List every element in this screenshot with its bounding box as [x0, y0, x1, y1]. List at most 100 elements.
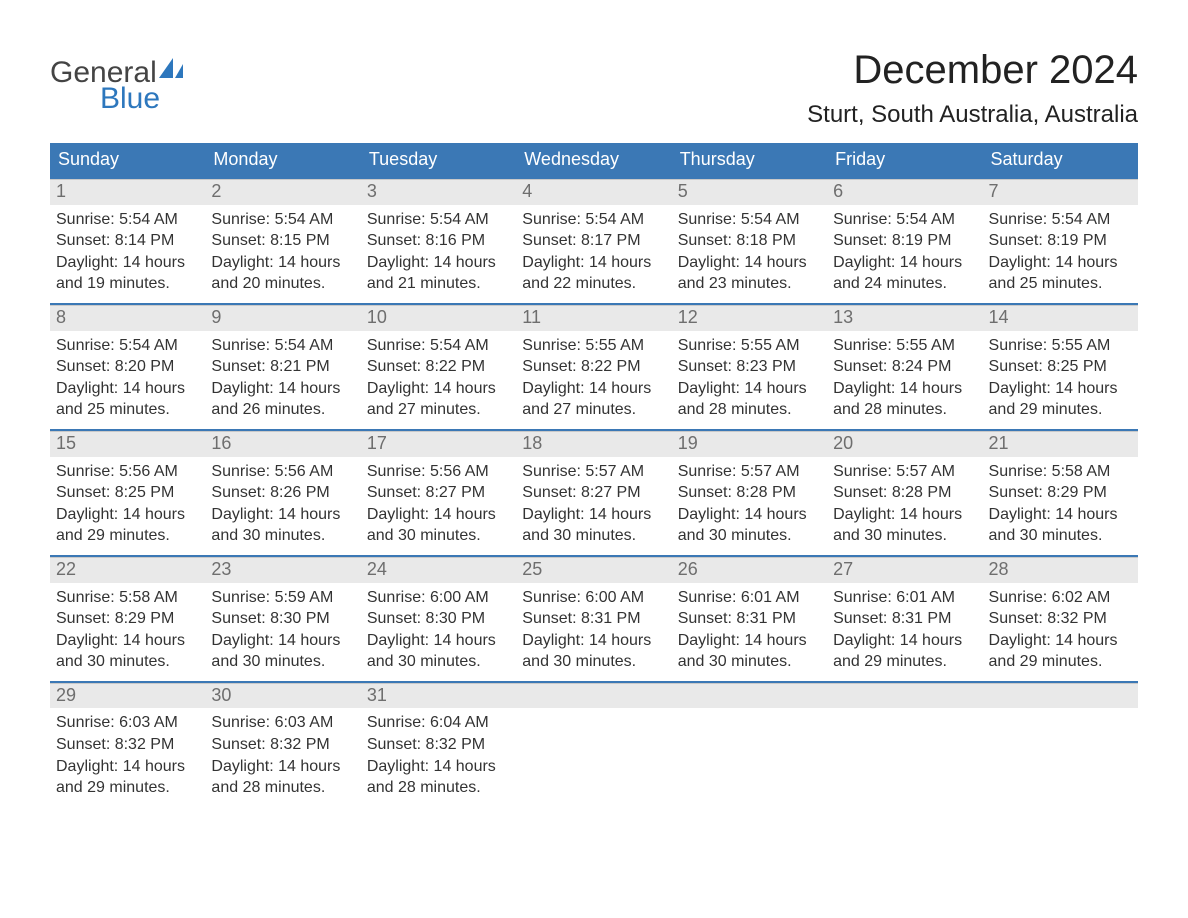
calendar-grid: SundayMondayTuesdayWednesdayThursdayFrid…	[50, 143, 1138, 799]
location-subtitle: Sturt, South Australia, Australia	[807, 101, 1138, 129]
sunset-text: Sunset: 8:16 PM	[367, 230, 516, 252]
day-cell: 19Sunrise: 5:57 AMSunset: 8:28 PMDayligh…	[672, 431, 827, 547]
day-number	[983, 683, 1138, 709]
daylight-text-1: Daylight: 14 hours	[56, 756, 205, 778]
daylight-text-2: and 30 minutes.	[56, 651, 205, 673]
sunset-text: Sunset: 8:25 PM	[56, 482, 205, 504]
daylight-text-1: Daylight: 14 hours	[833, 630, 982, 652]
empty-day-cell	[827, 683, 982, 799]
daylight-text-2: and 30 minutes.	[678, 651, 827, 673]
daylight-text-2: and 24 minutes.	[833, 273, 982, 295]
sunrise-text: Sunrise: 6:00 AM	[367, 587, 516, 609]
daylight-text-2: and 30 minutes.	[678, 525, 827, 547]
sunrise-text: Sunrise: 6:01 AM	[678, 587, 827, 609]
day-number: 9	[205, 305, 360, 331]
day-number: 20	[827, 431, 982, 457]
daylight-text-1: Daylight: 14 hours	[211, 378, 360, 400]
day-details: Sunrise: 5:54 AMSunset: 8:22 PMDaylight:…	[361, 331, 516, 421]
page-header: General Blue December 2024 Sturt, South …	[50, 48, 1138, 129]
sunset-text: Sunset: 8:32 PM	[211, 734, 360, 756]
sunset-text: Sunset: 8:22 PM	[367, 356, 516, 378]
day-details: Sunrise: 5:54 AMSunset: 8:15 PMDaylight:…	[205, 205, 360, 295]
day-details: Sunrise: 5:54 AMSunset: 8:20 PMDaylight:…	[50, 331, 205, 421]
daylight-text-1: Daylight: 14 hours	[211, 252, 360, 274]
daylight-text-1: Daylight: 14 hours	[367, 630, 516, 652]
sunrise-text: Sunrise: 6:04 AM	[367, 712, 516, 734]
day-cell: 26Sunrise: 6:01 AMSunset: 8:31 PMDayligh…	[672, 557, 827, 673]
day-number: 13	[827, 305, 982, 331]
daylight-text-2: and 28 minutes.	[833, 399, 982, 421]
daylight-text-2: and 20 minutes.	[211, 273, 360, 295]
day-details: Sunrise: 5:57 AMSunset: 8:27 PMDaylight:…	[516, 457, 671, 547]
daylight-text-1: Daylight: 14 hours	[678, 630, 827, 652]
day-number: 21	[983, 431, 1138, 457]
weekday-header-cell: Saturday	[983, 143, 1138, 177]
day-number: 10	[361, 305, 516, 331]
sunset-text: Sunset: 8:29 PM	[989, 482, 1138, 504]
sunset-text: Sunset: 8:26 PM	[211, 482, 360, 504]
day-details: Sunrise: 6:01 AMSunset: 8:31 PMDaylight:…	[827, 583, 982, 673]
daylight-text-1: Daylight: 14 hours	[211, 756, 360, 778]
day-number: 23	[205, 557, 360, 583]
day-cell: 25Sunrise: 6:00 AMSunset: 8:31 PMDayligh…	[516, 557, 671, 673]
daylight-text-1: Daylight: 14 hours	[989, 504, 1138, 526]
daylight-text-2: and 26 minutes.	[211, 399, 360, 421]
day-details: Sunrise: 5:54 AMSunset: 8:21 PMDaylight:…	[205, 331, 360, 421]
weekday-header-row: SundayMondayTuesdayWednesdayThursdayFrid…	[50, 143, 1138, 177]
sunset-text: Sunset: 8:22 PM	[522, 356, 671, 378]
weeks-container: 1Sunrise: 5:54 AMSunset: 8:14 PMDaylight…	[50, 177, 1138, 799]
day-details: Sunrise: 5:54 AMSunset: 8:19 PMDaylight:…	[827, 205, 982, 295]
day-number: 12	[672, 305, 827, 331]
daylight-text-1: Daylight: 14 hours	[56, 630, 205, 652]
sunset-text: Sunset: 8:14 PM	[56, 230, 205, 252]
day-number	[672, 683, 827, 709]
week-row: 8Sunrise: 5:54 AMSunset: 8:20 PMDaylight…	[50, 303, 1138, 421]
day-details: Sunrise: 5:56 AMSunset: 8:27 PMDaylight:…	[361, 457, 516, 547]
day-number: 27	[827, 557, 982, 583]
daylight-text-2: and 23 minutes.	[678, 273, 827, 295]
day-number: 7	[983, 179, 1138, 205]
sunrise-text: Sunrise: 5:59 AM	[211, 587, 360, 609]
sunset-text: Sunset: 8:18 PM	[678, 230, 827, 252]
sunrise-text: Sunrise: 5:55 AM	[989, 335, 1138, 357]
day-details: Sunrise: 5:57 AMSunset: 8:28 PMDaylight:…	[672, 457, 827, 547]
daylight-text-1: Daylight: 14 hours	[367, 504, 516, 526]
sunrise-text: Sunrise: 6:02 AM	[989, 587, 1138, 609]
daylight-text-1: Daylight: 14 hours	[367, 756, 516, 778]
day-details: Sunrise: 5:56 AMSunset: 8:25 PMDaylight:…	[50, 457, 205, 547]
day-number: 2	[205, 179, 360, 205]
day-number: 22	[50, 557, 205, 583]
sunset-text: Sunset: 8:31 PM	[833, 608, 982, 630]
sunrise-text: Sunrise: 5:55 AM	[833, 335, 982, 357]
sunrise-text: Sunrise: 5:54 AM	[522, 209, 671, 231]
sunrise-text: Sunrise: 5:55 AM	[522, 335, 671, 357]
week-row: 1Sunrise: 5:54 AMSunset: 8:14 PMDaylight…	[50, 177, 1138, 295]
day-number	[516, 683, 671, 709]
day-number: 24	[361, 557, 516, 583]
sunrise-text: Sunrise: 6:00 AM	[522, 587, 671, 609]
day-details: Sunrise: 6:01 AMSunset: 8:31 PMDaylight:…	[672, 583, 827, 673]
sunset-text: Sunset: 8:32 PM	[367, 734, 516, 756]
daylight-text-2: and 21 minutes.	[367, 273, 516, 295]
week-row: 15Sunrise: 5:56 AMSunset: 8:25 PMDayligh…	[50, 429, 1138, 547]
daylight-text-1: Daylight: 14 hours	[989, 630, 1138, 652]
day-cell: 31Sunrise: 6:04 AMSunset: 8:32 PMDayligh…	[361, 683, 516, 799]
daylight-text-2: and 28 minutes.	[678, 399, 827, 421]
week-row: 29Sunrise: 6:03 AMSunset: 8:32 PMDayligh…	[50, 681, 1138, 799]
empty-day-cell	[983, 683, 1138, 799]
day-number: 29	[50, 683, 205, 709]
day-number: 3	[361, 179, 516, 205]
day-number: 25	[516, 557, 671, 583]
day-details: Sunrise: 6:00 AMSunset: 8:30 PMDaylight:…	[361, 583, 516, 673]
sunset-text: Sunset: 8:19 PM	[833, 230, 982, 252]
day-cell: 5Sunrise: 5:54 AMSunset: 8:18 PMDaylight…	[672, 179, 827, 295]
sunrise-text: Sunrise: 5:58 AM	[989, 461, 1138, 483]
daylight-text-2: and 30 minutes.	[833, 525, 982, 547]
day-number: 19	[672, 431, 827, 457]
day-details: Sunrise: 5:54 AMSunset: 8:18 PMDaylight:…	[672, 205, 827, 295]
sunrise-text: Sunrise: 5:58 AM	[56, 587, 205, 609]
daylight-text-1: Daylight: 14 hours	[989, 252, 1138, 274]
daylight-text-1: Daylight: 14 hours	[833, 252, 982, 274]
day-cell: 17Sunrise: 5:56 AMSunset: 8:27 PMDayligh…	[361, 431, 516, 547]
day-details: Sunrise: 5:54 AMSunset: 8:16 PMDaylight:…	[361, 205, 516, 295]
